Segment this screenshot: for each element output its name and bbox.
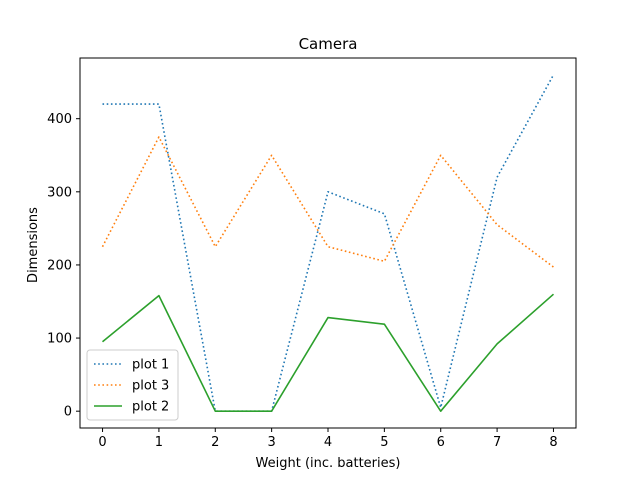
y-tick-label: 400 bbox=[47, 112, 72, 127]
x-tick-label: 1 bbox=[155, 435, 163, 450]
data-point bbox=[102, 103, 104, 105]
x-tick-label: 3 bbox=[267, 435, 275, 450]
legend-label-2: plot 3 bbox=[132, 379, 169, 394]
legend-label-3: plot 2 bbox=[132, 400, 169, 415]
data-point bbox=[553, 266, 555, 268]
data-point bbox=[158, 103, 160, 105]
series-line-3 bbox=[101, 293, 555, 413]
axis-ticks: 0 1 2 3 4 5 6 7 8 0 100 200 300 400 bbox=[47, 112, 557, 450]
data-point bbox=[440, 410, 442, 412]
data-point bbox=[496, 176, 498, 178]
series-line-1 bbox=[102, 74, 555, 413]
data-point bbox=[384, 213, 386, 215]
data-point bbox=[214, 410, 216, 412]
x-tick-label: 5 bbox=[380, 435, 388, 450]
data-point bbox=[496, 343, 498, 345]
data-point bbox=[553, 293, 555, 295]
y-tick-label: 300 bbox=[47, 185, 72, 200]
y-tick-label: 200 bbox=[47, 258, 72, 273]
data-point bbox=[271, 154, 273, 156]
x-tick-label: 4 bbox=[324, 435, 332, 450]
y-axis-label: Dimensions bbox=[26, 207, 41, 283]
x-tick-label: 0 bbox=[98, 435, 106, 450]
data-point bbox=[102, 341, 104, 343]
x-tick-label: 8 bbox=[549, 435, 557, 450]
legend-box bbox=[86, 349, 179, 421]
data-point bbox=[271, 410, 273, 412]
chart-title: Camera bbox=[299, 35, 358, 53]
data-point bbox=[553, 74, 555, 76]
series-line-2 bbox=[101, 136, 554, 268]
data-point bbox=[440, 407, 442, 409]
legend: plot 1 plot 3 plot 2 bbox=[86, 349, 179, 421]
data-point bbox=[158, 136, 160, 138]
data-point bbox=[327, 317, 329, 319]
data-point bbox=[214, 246, 216, 248]
x-tick-label: 7 bbox=[493, 435, 501, 450]
data-point bbox=[158, 295, 160, 297]
data-point bbox=[102, 246, 104, 248]
data-point bbox=[440, 154, 442, 156]
data-point bbox=[327, 246, 329, 248]
y-tick-label: 0 bbox=[64, 405, 72, 420]
plot-area bbox=[101, 74, 555, 413]
data-point bbox=[327, 191, 329, 193]
y-tick-label: 100 bbox=[47, 332, 72, 347]
legend-label-1: plot 1 bbox=[132, 358, 169, 373]
x-tick-label: 6 bbox=[437, 435, 445, 450]
data-point bbox=[384, 260, 386, 262]
data-point bbox=[384, 323, 386, 325]
data-point bbox=[496, 224, 498, 226]
x-tick-label: 2 bbox=[211, 435, 219, 450]
x-axis-label: Weight (inc. batteries) bbox=[256, 456, 401, 471]
